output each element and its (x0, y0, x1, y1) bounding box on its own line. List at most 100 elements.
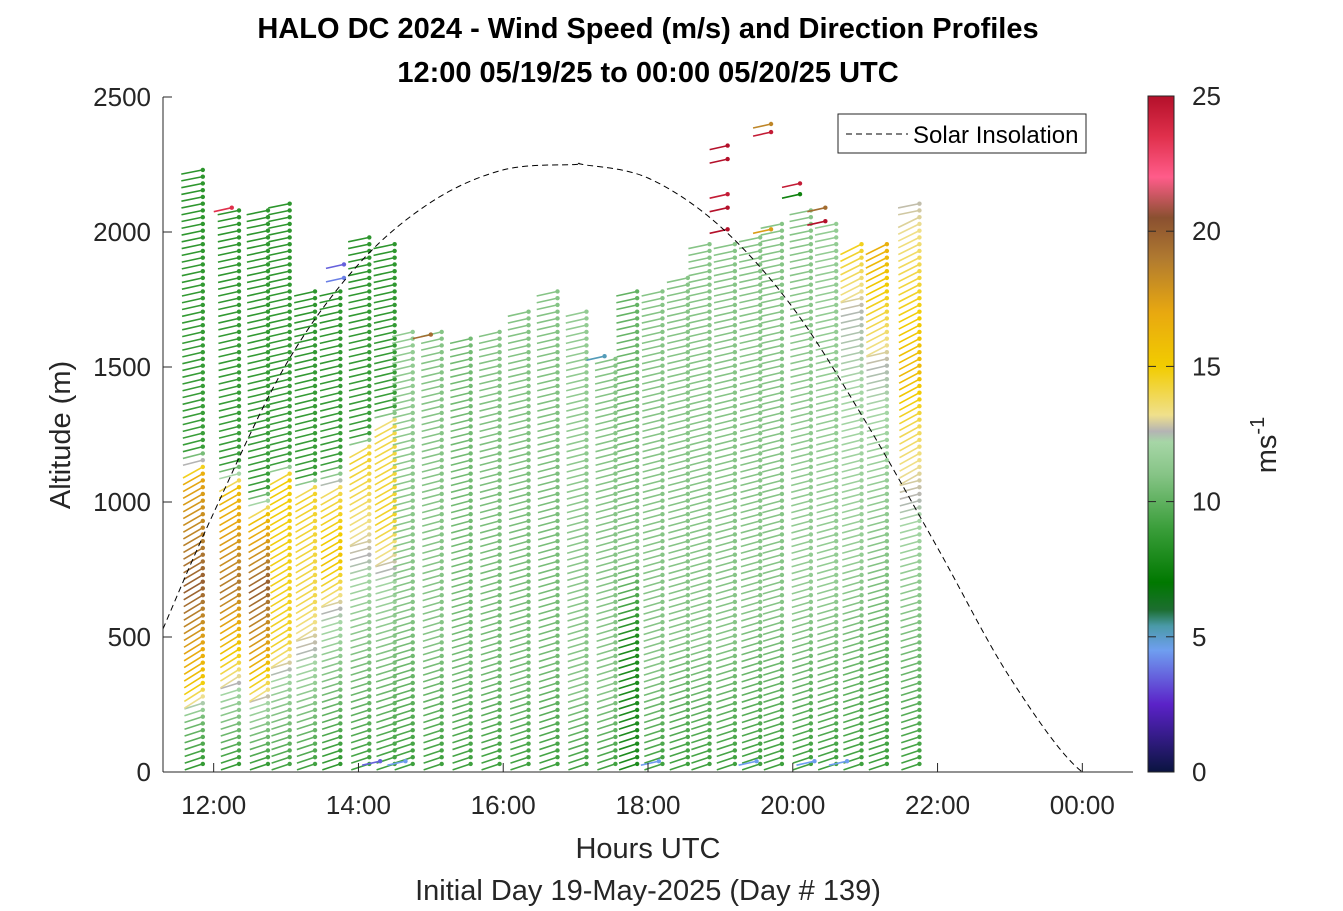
wind-barb (294, 418, 316, 426)
wind-barb-head (287, 734, 292, 740)
wind-barb (508, 418, 529, 426)
wind-barb (841, 412, 862, 419)
wind-barb (295, 513, 316, 527)
wind-barb-head (917, 572, 922, 578)
wind-barb-head (613, 586, 618, 591)
wind-barb (295, 614, 316, 628)
wind-barb (538, 628, 558, 636)
wind-barb (320, 553, 341, 567)
wind-barb-head (236, 525, 242, 530)
wind-barb-head (685, 700, 691, 706)
wind-barb (509, 634, 529, 643)
wind-barb-head (392, 289, 397, 294)
wind-barb-head (823, 219, 828, 224)
wind-barb-head (834, 363, 839, 368)
wind-barb-head (685, 397, 691, 402)
wind-barb (791, 506, 812, 514)
wind-barb-head (497, 694, 502, 699)
wind-barb-head (287, 667, 292, 672)
wind-barb-head (758, 343, 763, 348)
wind-barb (565, 324, 587, 331)
wind-barb (713, 270, 736, 277)
wind-barb-head (367, 349, 372, 355)
y-tick-label: 2500 (93, 82, 151, 112)
wind-barb-head (287, 471, 292, 476)
wind-barb (294, 398, 316, 406)
wind-barb (249, 709, 269, 717)
wind-barb (421, 358, 442, 365)
wind-barb (900, 695, 920, 703)
wind-barb-head (236, 714, 242, 719)
wind-barb (422, 580, 442, 588)
wind-barb-head (287, 592, 292, 598)
wind-barb (538, 614, 558, 622)
wind-barb-head (367, 646, 372, 652)
wind-barb-head (859, 579, 864, 584)
wind-barb-head (834, 545, 839, 551)
wind-barb-head (584, 613, 589, 618)
wind-barb-head (287, 754, 292, 760)
wind-barb-head (808, 235, 814, 240)
wind-barb-head (497, 525, 502, 530)
wind-barb (269, 412, 290, 419)
wind-barb-head (834, 559, 839, 564)
wind-barb-head (439, 437, 444, 443)
wind-barb-head (884, 275, 890, 281)
wind-barb-head (338, 464, 343, 470)
wind-barb-head (526, 545, 531, 551)
wind-barb (450, 432, 471, 439)
wind-barb-head (917, 295, 922, 301)
wind-barb (536, 310, 558, 318)
wind-barb (690, 587, 710, 595)
wind-barb-head (685, 667, 691, 672)
wind-barb (715, 547, 736, 555)
wind-barb (617, 466, 638, 473)
wind-barb (537, 412, 558, 419)
wind-barb (816, 540, 837, 548)
wind-barb-head (732, 613, 738, 618)
wind-barb (295, 580, 316, 594)
wind-barb (182, 418, 204, 426)
wind-barb-head (526, 316, 531, 321)
wind-barb (566, 513, 587, 521)
wind-barb (536, 344, 558, 351)
wind-barb-head (884, 322, 890, 328)
wind-barb-head (732, 579, 738, 584)
wind-barb-head (634, 707, 640, 713)
wind-barb (220, 702, 240, 710)
wind-barb (867, 648, 888, 656)
wind-barb-head (236, 282, 242, 287)
wind-barb (866, 364, 888, 372)
wind-barb-head (392, 322, 397, 328)
wind-barb-head (236, 761, 242, 767)
wind-barb (741, 621, 761, 629)
wind-barb (319, 310, 341, 318)
wind-barb (270, 621, 291, 635)
wind-barb-head (917, 613, 922, 618)
wind-barb-head (555, 417, 560, 422)
wind-barb (901, 736, 920, 744)
wind-barb (320, 493, 341, 506)
wind-barb-head (584, 667, 589, 672)
wind-barb-head (859, 262, 864, 267)
x-axis-ticks: 12:00 14:00 16:00 18:00 20:00 22:00 00:00 (181, 763, 1115, 820)
wind-barb (668, 553, 689, 561)
wind-barb (183, 634, 204, 648)
wind-barb (791, 567, 812, 575)
wind-barb-head (439, 754, 444, 760)
wind-barb (294, 297, 316, 304)
wind-barb-head (779, 417, 785, 422)
wind-barb (508, 493, 529, 500)
wind-barb-head (660, 646, 665, 652)
wind-barb (668, 594, 689, 602)
wind-barb-head (859, 430, 864, 436)
wind-barb-head (555, 599, 560, 605)
wind-barb (349, 472, 370, 486)
wind-barb-head (732, 430, 738, 436)
wind-barb-head (367, 572, 372, 578)
wind-barb (714, 418, 736, 426)
wind-barb (741, 661, 761, 670)
wind-barb-head (917, 417, 922, 422)
wind-barb (865, 337, 888, 351)
wind-barb (218, 371, 240, 378)
